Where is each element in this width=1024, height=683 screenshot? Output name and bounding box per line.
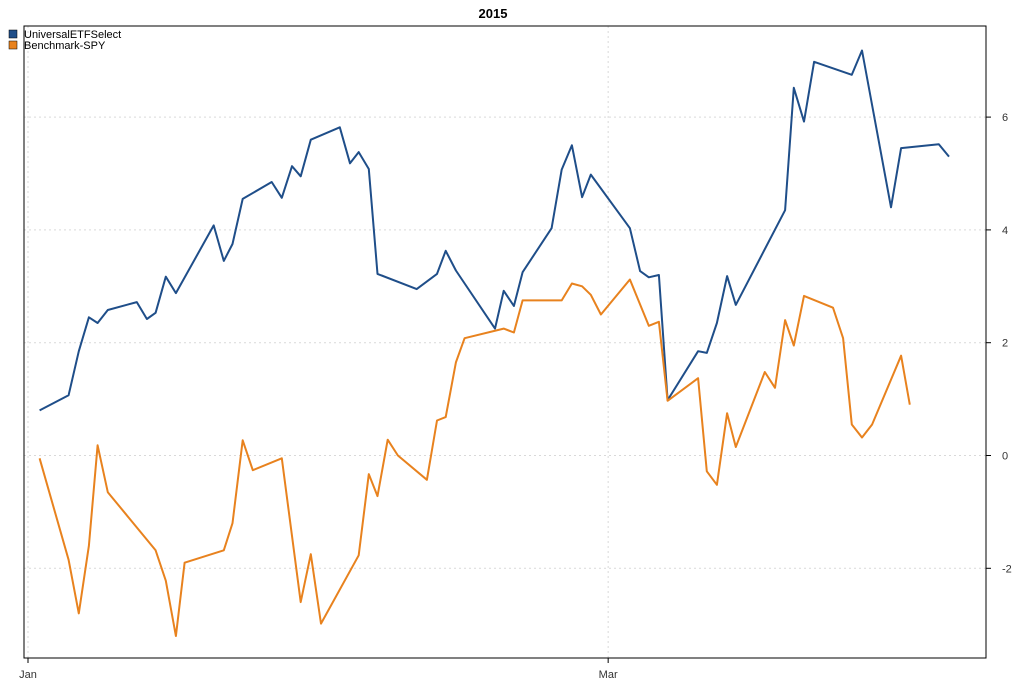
grid xyxy=(24,26,986,658)
y-tick-label: 0 xyxy=(1002,451,1008,463)
legend-label: UniversalETFSelect xyxy=(24,29,121,41)
x-tick-label: Mar xyxy=(599,669,618,681)
plot-frame xyxy=(23,25,987,659)
legend-swatch xyxy=(8,29,18,39)
y-tick-label: -2 xyxy=(1002,563,1012,575)
axes: -2 0 2 4 6 Jan Mar xyxy=(19,112,1012,681)
y-tick-label: 6 xyxy=(1002,112,1008,124)
y-tick-label: 4 xyxy=(1002,225,1008,237)
legend-label: Benchmark-SPY xyxy=(24,40,106,52)
chart-title: 2015 xyxy=(479,6,508,21)
series-group xyxy=(38,49,950,637)
y-tick-label: 2 xyxy=(1002,338,1008,350)
series-line-universaletfselect xyxy=(39,49,950,412)
series-line-benchmark-spy xyxy=(38,278,911,637)
x-tick-label: Jan xyxy=(19,669,37,681)
legend-swatch xyxy=(8,40,18,50)
